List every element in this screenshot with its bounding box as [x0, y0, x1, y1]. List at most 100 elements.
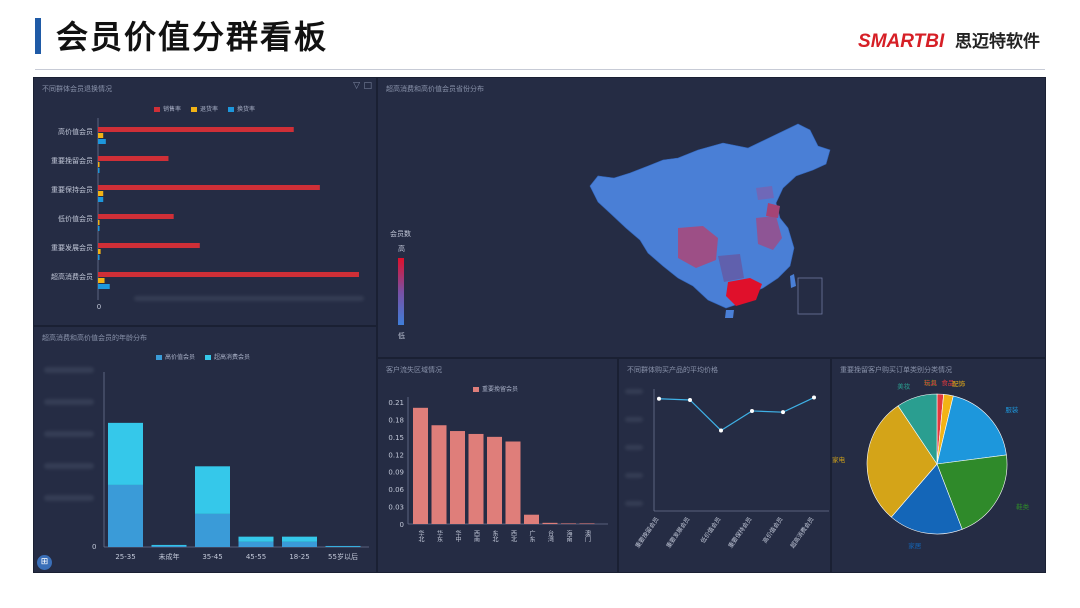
- map-region-taiwan: [790, 274, 796, 288]
- bar-segment: [238, 536, 274, 542]
- tick-label: 0.03: [388, 504, 404, 512]
- category-label: 重要保持会员: [726, 516, 753, 550]
- slice-label: 家电: [832, 455, 846, 464]
- bar: [98, 185, 320, 190]
- header-divider: [35, 69, 1045, 70]
- pie-slice: [890, 463, 963, 535]
- grid-icon[interactable]: ⊞: [37, 555, 52, 570]
- bar: [98, 284, 110, 289]
- axis-tick-label: 0: [96, 303, 102, 311]
- data-point: [657, 396, 661, 401]
- data-point: [781, 410, 785, 415]
- bar: [98, 272, 359, 277]
- category-label: 25-35: [115, 553, 135, 561]
- blurred-axis: [44, 367, 94, 373]
- china-map[interactable]: [378, 78, 1047, 359]
- bar: [98, 139, 106, 144]
- pie-slice: [936, 395, 1007, 465]
- blurred-axis: [44, 431, 94, 437]
- panel-pie: 重要挽留客户购买订单类别分类情况 食品 配饰 服装 鞋类 家居 家电 美妆 箱包 玩具: [831, 358, 1046, 573]
- tick-label: 0.09: [388, 469, 404, 477]
- bar: [98, 133, 104, 138]
- category-label: 西南: [473, 530, 480, 542]
- tick-label: 0.06: [388, 486, 404, 494]
- category-label: 45-55: [246, 553, 266, 561]
- panel-title: 超高消费和高价值会员的年龄分布: [42, 334, 147, 342]
- map-region-east: [756, 216, 782, 250]
- slice-label: 家居: [908, 541, 922, 550]
- blurred-axis: [625, 445, 643, 450]
- panel-age: 超高消费和高价值会员的年龄分布 高价值会员 超高消费会员 0 25-35 未成年 3…: [33, 326, 377, 573]
- category-label: 18-25: [289, 553, 309, 561]
- pie-slice: [866, 405, 938, 518]
- category-label: 超高消费会员: [788, 516, 815, 550]
- color-scale-bar[interactable]: [398, 258, 404, 325]
- bar: [98, 127, 294, 132]
- category-label: 重要挽留会员: [633, 516, 660, 550]
- bar: [579, 523, 595, 524]
- slice-label: 鞋类: [1016, 502, 1029, 511]
- legend: 高价值会员 超高消费会员: [156, 352, 250, 361]
- scale-title: 会员数: [390, 230, 411, 238]
- bar: [468, 433, 484, 524]
- bar: [524, 514, 539, 524]
- bar: [98, 243, 200, 248]
- bar: [98, 168, 100, 173]
- title-accent-bar: [35, 18, 41, 54]
- category-label: 重要发展会员: [51, 243, 93, 252]
- panel-title: 重要挽留客户购买订单类别分类情况: [840, 366, 952, 374]
- category-label: 东北: [491, 529, 498, 543]
- bar-segment: [195, 466, 230, 514]
- map-region-hainan: [725, 310, 734, 318]
- bar: [98, 226, 100, 231]
- category-label: 海南: [565, 529, 572, 542]
- filter-icon[interactable]: ▽: [353, 81, 360, 91]
- bar: [561, 523, 576, 524]
- bar: [98, 214, 174, 219]
- category-label: 华中: [454, 529, 461, 543]
- axis-tick-label: 0: [92, 543, 97, 551]
- legend: 销售率 退货率 换货率: [154, 104, 255, 113]
- bar-segment: [151, 545, 187, 547]
- map-region-mainland: [589, 123, 831, 309]
- legend: 重要挽留会员: [473, 384, 518, 393]
- bar: [98, 191, 104, 196]
- tick-label: 0.12: [388, 451, 404, 459]
- panel-churn: 不同群体会员退换情况 ▽ □ 销售率 退货率 换货率 高价值会员 重要挽留会员 重要…: [33, 77, 377, 326]
- blurred-axis: [625, 501, 643, 506]
- category-label: 未成年: [159, 552, 180, 561]
- category-label: 重要挽留会员: [51, 156, 93, 165]
- map-region-guangdong: [726, 278, 762, 306]
- blurred-axis: [44, 463, 94, 469]
- blurred-axis: [134, 296, 364, 301]
- map-region-hunan: [718, 254, 744, 282]
- slice-label: 配饰: [952, 379, 966, 388]
- tick-label: 0.21: [388, 399, 404, 407]
- brand: SMARTBI 思迈特软件: [858, 27, 1040, 53]
- category-label: 澳门: [584, 529, 591, 543]
- category-label: 超高消费会员: [51, 272, 93, 281]
- tick-label: 0.15: [388, 434, 404, 442]
- slice-label: 美妆: [897, 382, 911, 391]
- bar: [98, 249, 101, 254]
- region-bar-chart: 0 0.03 0.06 0.09 0.12 0.15 0.18 0.21 华北 华东 华中 西南 东北西…: [388, 397, 608, 543]
- panel-title: 不同群体购买产品的平均价格: [627, 366, 718, 374]
- blurred-axis: [625, 417, 643, 422]
- bar: [98, 162, 100, 167]
- brand-logo: SMARTBI: [858, 31, 945, 52]
- legend-item: 高价值会员: [156, 352, 195, 361]
- map-region-shandong: [756, 186, 774, 200]
- panel-region: 客户流失区域情况 重要挽留会员 0 0.03 0.06 0.09 0.12 0.15 0.1…: [377, 358, 618, 573]
- dashboard: 不同群体会员退换情况 ▽ □ 销售率 退货率 换货率 高价值会员 重要挽留会员 重要…: [33, 77, 1046, 573]
- maximize-icon[interactable]: □: [363, 81, 372, 91]
- bar-segment: [108, 484, 143, 547]
- panel-price: 不同群体购买产品的平均价格 重要挽留会员 重要发展会员 低价值会员 重要保持会员 高价值…: [618, 358, 831, 573]
- category-label: 高价值会员: [58, 127, 93, 136]
- price-line-chart: 重要挽留会员 重要发展会员 低价值会员 重要保持会员 高价值会员 超高消费会员: [633, 389, 829, 550]
- bar: [431, 425, 447, 524]
- panel-title: 客户流失区域情况: [386, 366, 442, 374]
- slice-label: 箱包: [924, 378, 938, 387]
- legend-item: 换货率: [228, 104, 255, 113]
- category-label: 华东: [436, 529, 443, 542]
- legend-item: 退货率: [191, 104, 218, 113]
